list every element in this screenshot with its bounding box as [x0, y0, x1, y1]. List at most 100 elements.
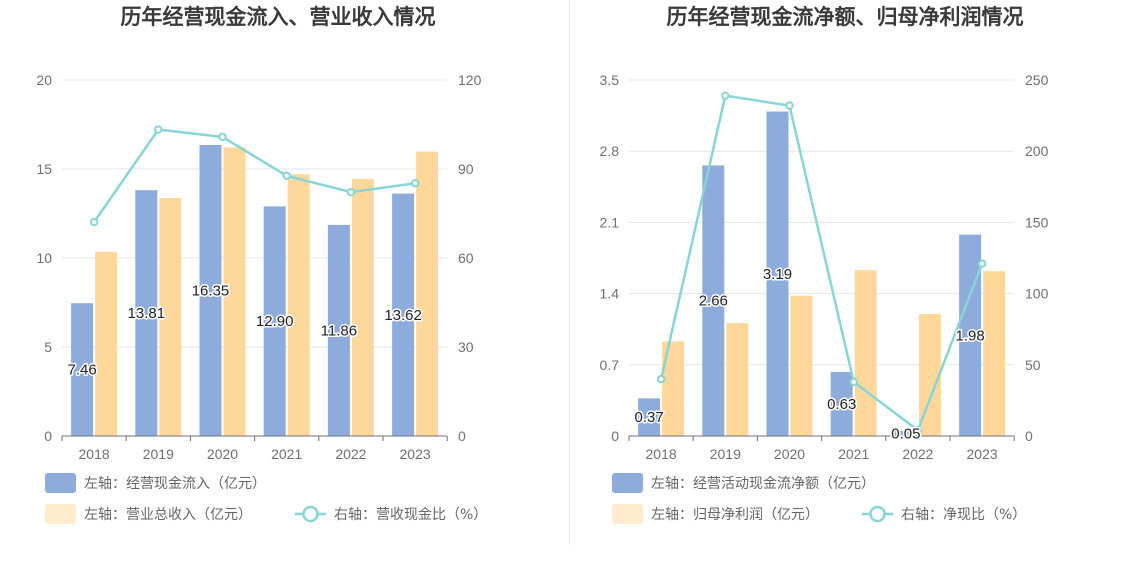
chart-svg: 历年经营现金流净额、归母净利润情况 0 0.7 1.4 2.1 2.8 3.5 0 50 100 1…: [600, 5, 1049, 524]
bar-revenue[interactable]: [95, 251, 118, 436]
bar-cash-inflow[interactable]: [263, 206, 286, 436]
legend-label[interactable]: 左轴：归母净利润（亿元）: [651, 506, 819, 523]
legend-swatch[interactable]: [612, 504, 643, 524]
line-ratio: [93, 128, 416, 223]
y-left-tick-label: 2.8: [600, 143, 620, 159]
chart-title: 历年经营现金流净额、归母净利润情况: [667, 5, 1024, 29]
line-ratio-point[interactable]: [849, 377, 858, 387]
bar-revenue[interactable]: [854, 270, 877, 436]
legend-label[interactable]: 右轴：营收现金比（%）: [334, 507, 487, 523]
line-ratio-point[interactable]: [785, 101, 794, 110]
line-ratio: [659, 94, 984, 433]
bar-cash-inflow[interactable]: [959, 234, 982, 436]
legend-label[interactable]: 左轴：营业总收入（亿元）: [84, 507, 252, 523]
data-label: 1.98: [955, 327, 984, 344]
x-tick-label: 2022: [902, 446, 933, 462]
line-ratio-point[interactable]: [282, 171, 291, 181]
x-tick-label: 2021: [838, 446, 869, 462]
y-right-tick-label: 30: [458, 339, 474, 355]
bar-cash-inflow[interactable]: [392, 193, 415, 436]
x-tick-label: 2019: [143, 446, 174, 462]
bar-revenue[interactable]: [287, 174, 310, 437]
bar-revenue[interactable]: [790, 295, 813, 436]
data-label: 11.86: [321, 322, 357, 339]
y-left-tick-label: 0: [611, 428, 619, 444]
bar-revenue[interactable]: [416, 151, 439, 436]
line-ratio-point[interactable]: [977, 259, 987, 268]
legend-label[interactable]: 左轴：经营现金流入（亿元）: [84, 476, 266, 492]
y-right-tick-label: 200: [1025, 143, 1049, 159]
x-tick-label: 2019: [710, 446, 741, 462]
y-right-tick-label: 0: [1025, 428, 1033, 444]
bar-revenue[interactable]: [726, 323, 749, 436]
bar-revenue[interactable]: [918, 313, 941, 436]
chart-title: 历年经营现金流入、营业收入情况: [121, 5, 436, 29]
data-label: 7.46: [67, 362, 96, 379]
data-label: 13.62: [384, 307, 422, 324]
data-label: 0.37: [634, 409, 663, 426]
chart-panel-netcash-netprofit: 历年经营现金流净额、归母净利润情况 0 0.7 1.4 2.1 2.8 3.5 0 50 100 1…: [567, 0, 1134, 582]
bar-revenue[interactable]: [223, 147, 246, 436]
y-right-tick-label: 60: [458, 250, 474, 266]
data-label: 0.05: [891, 425, 920, 442]
y-left-tick-label: 0.7: [600, 357, 620, 373]
y-left-tick-label: 1.4: [600, 286, 620, 302]
legend-label[interactable]: 右轴：净现比（%）: [901, 507, 1026, 523]
y-left-tick-label: 0: [44, 428, 52, 444]
bar-cash-inflow[interactable]: [135, 190, 158, 436]
bar-revenue[interactable]: [159, 198, 182, 436]
x-tick-label: 2022: [335, 446, 366, 462]
line-ratio-point[interactable]: [154, 125, 163, 134]
y-right-tick-label: 90: [458, 161, 474, 177]
legend-swatch[interactable]: [612, 473, 643, 493]
y-right-tick-label: 100: [1025, 286, 1049, 302]
y-right-tick-label: 250: [1025, 72, 1049, 88]
line-ratio-point[interactable]: [218, 132, 227, 142]
panel-divider: [569, 0, 570, 545]
y-right-tick-label: 50: [1025, 357, 1041, 373]
line-ratio-point[interactable]: [721, 91, 730, 100]
bar-cash-inflow[interactable]: [638, 398, 661, 436]
bar-cash-inflow[interactable]: [327, 224, 350, 436]
bar-revenue[interactable]: [983, 271, 1006, 436]
bar-cash-inflow[interactable]: [894, 430, 917, 436]
x-tick-label: 2020: [774, 446, 805, 462]
bar-revenue[interactable]: [662, 341, 685, 436]
y-right-tick-label: 120: [458, 72, 482, 88]
bar-cash-inflow[interactable]: [766, 111, 789, 436]
y-left-tick-label: 2.1: [600, 214, 620, 230]
data-label: 3.19: [763, 266, 792, 283]
data-label: 16.35: [192, 282, 230, 299]
bar-revenue[interactable]: [351, 179, 374, 436]
y-left-tick-label: 15: [36, 161, 52, 177]
x-tick-label: 2018: [646, 446, 677, 462]
x-tick-label: 2018: [79, 446, 110, 462]
chart-svg: 历年经营现金流入、营业收入情况 0 5 10 15 20 0 30 60 90 120 2018 201…: [36, 5, 487, 524]
data-label: 0.63: [827, 396, 856, 413]
x-tick-label: 2020: [207, 446, 238, 462]
legend-line-marker[interactable]: [302, 505, 319, 523]
line-ratio-point[interactable]: [346, 187, 356, 197]
line-ratio-point[interactable]: [913, 426, 923, 435]
chart-panel-cashflow-revenue: 历年经营现金流入、营业收入情况 0 5 10 15 20 0 30 60 90 120 2018 201…: [36, 5, 487, 524]
y-left-tick-label: 5: [44, 339, 52, 355]
line-ratio-point[interactable]: [89, 217, 99, 227]
bar-cash-inflow[interactable]: [199, 144, 222, 436]
bar-cash-inflow[interactable]: [702, 165, 725, 436]
data-label: 2.66: [699, 293, 728, 310]
legend-swatch[interactable]: [45, 504, 76, 524]
y-left-tick-label: 10: [36, 250, 52, 266]
legend-label[interactable]: 左轴：经营活动现金流净额（亿元）: [651, 476, 875, 492]
bar-cash-inflow[interactable]: [830, 371, 853, 436]
data-label: 13.81: [128, 305, 166, 322]
y-right-tick-label: 150: [1025, 214, 1049, 230]
line-ratio-point[interactable]: [656, 374, 666, 384]
line-ratio-point[interactable]: [410, 179, 420, 188]
legend-line-marker[interactable]: [869, 505, 886, 523]
bar-cash-inflow[interactable]: [71, 303, 94, 436]
y-right-tick-label: 0: [458, 428, 466, 444]
data-label: 12.90: [256, 313, 294, 330]
legend-swatch[interactable]: [45, 473, 76, 493]
x-tick-label: 2023: [967, 446, 998, 462]
y-left-tick-label: 3.5: [600, 72, 620, 88]
